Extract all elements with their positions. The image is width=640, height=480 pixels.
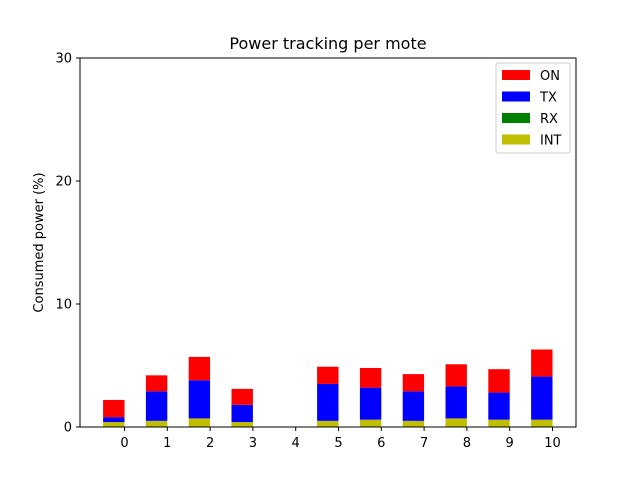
- bar-on-mote-9: [488, 369, 510, 393]
- x-tick-label: 3: [249, 436, 257, 451]
- bar-int-mote-5: [317, 420, 339, 427]
- x-tick-label: 0: [120, 436, 128, 451]
- bar-tx-mote-6: [359, 387, 382, 420]
- legend-box: [495, 62, 571, 154]
- bar-on-mote-3: [231, 388, 253, 405]
- bar-int-mote-9: [488, 419, 510, 427]
- x-tick-label: 1: [163, 436, 171, 451]
- plot-frame: [79, 57, 577, 428]
- bar-on-mote-10: [531, 349, 553, 377]
- bar-on-mote-0: [103, 399, 125, 418]
- bar-on-mote-1: [145, 375, 168, 392]
- bar-int-mote-3: [231, 422, 253, 427]
- legend-label-rx: RX: [540, 112, 558, 127]
- legend-label-int: INT: [540, 134, 562, 149]
- y-tick-label: 10: [55, 298, 72, 313]
- bar-int-mote-2: [188, 418, 211, 427]
- x-tick-label: 4: [292, 436, 300, 451]
- bar-tx-mote-9: [488, 392, 510, 420]
- bar-int-mote-6: [359, 419, 382, 427]
- bar-tx-mote-5: [317, 383, 339, 421]
- x-tick-label: 2: [206, 436, 214, 451]
- x-tick-label: 7: [420, 436, 428, 451]
- chart-title: Power tracking per mote: [229, 34, 426, 53]
- bar-int-mote-7: [402, 420, 425, 427]
- x-tick-label: 10: [544, 436, 561, 451]
- legend-swatch-rx: [502, 113, 530, 123]
- bar-on-mote-5: [317, 366, 339, 384]
- bar-tx-mote-8: [445, 386, 467, 419]
- bar-on-mote-7: [402, 374, 425, 392]
- bar-tx-mote-2: [188, 380, 211, 419]
- legend-label-tx: TX: [539, 91, 557, 106]
- bar-int-mote-10: [531, 419, 553, 427]
- bar-int-mote-0: [103, 422, 125, 427]
- bar-on-mote-2: [188, 356, 211, 381]
- bar-tx-mote-1: [145, 391, 168, 421]
- bar-tx-mote-3: [231, 404, 253, 423]
- y-tick-label: 0: [64, 421, 72, 436]
- y-axis: 0 10 20 30: [55, 52, 80, 436]
- bar-on-mote-8: [445, 364, 467, 387]
- bar-on-mote-6: [359, 367, 382, 388]
- x-tick-label: 8: [463, 436, 471, 451]
- x-tick-label: 6: [377, 436, 385, 451]
- x-tick-label: 5: [334, 436, 342, 451]
- bar-tx-mote-0: [103, 417, 125, 423]
- legend-swatch-int: [502, 134, 530, 145]
- legend: ON TX RX INT: [495, 62, 571, 154]
- x-axis: 0 1 2 3 4 5 6 7 8 9 10: [120, 427, 561, 451]
- legend-swatch-on: [502, 70, 530, 80]
- bar-int-mote-8: [445, 418, 467, 427]
- bar-int-mote-1: [145, 420, 168, 427]
- y-tick-label: 20: [55, 175, 72, 190]
- x-tick-label: 9: [506, 436, 514, 451]
- legend-swatch-tx: [502, 91, 530, 102]
- legend-label-on: ON: [540, 69, 560, 84]
- bars-group: [103, 349, 553, 427]
- y-axis-label: Consumed power (%): [32, 172, 47, 312]
- bar-tx-mote-7: [402, 391, 425, 421]
- y-tick-label: 30: [55, 52, 72, 67]
- bar-tx-mote-10: [531, 376, 553, 420]
